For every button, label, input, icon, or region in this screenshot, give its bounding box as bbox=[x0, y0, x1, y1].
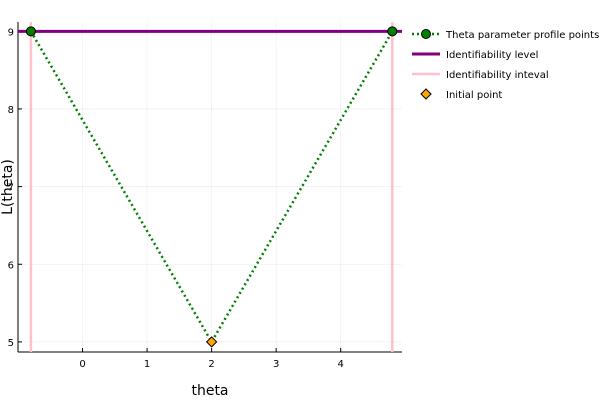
grid-layer bbox=[18, 22, 402, 352]
profile-point bbox=[387, 26, 398, 37]
legend-label: Identifiability inteval bbox=[446, 70, 549, 81]
legend-swatch-diamond bbox=[420, 88, 432, 100]
y-tick-label: 9 bbox=[8, 27, 14, 38]
series-layer bbox=[18, 22, 402, 352]
y-axis-label: L(theta) bbox=[0, 159, 16, 215]
y-tick-label: 7 bbox=[8, 183, 14, 194]
x-tick-label: 0 bbox=[79, 359, 85, 370]
labels-layer: 0 1 2 3 4 5 6 7 8 9 theta L(theta) bbox=[0, 27, 344, 399]
legend-label: Identifiability level bbox=[446, 50, 538, 61]
x-tick-label: 1 bbox=[144, 359, 150, 370]
x-tick-label: 2 bbox=[208, 359, 214, 370]
initial-point-marker bbox=[205, 336, 218, 348]
legend-label: Initial point bbox=[446, 90, 502, 101]
legend-label: Theta parameter profile points bbox=[445, 30, 599, 41]
legend-item: Identifiability inteval bbox=[412, 70, 549, 81]
legend-swatch-marker bbox=[421, 29, 431, 39]
legend-item: Theta parameter profile points bbox=[412, 29, 599, 41]
y-tick-label: 6 bbox=[8, 260, 14, 271]
x-axis-label: theta bbox=[191, 383, 228, 399]
legend-item: Identifiability level bbox=[412, 50, 538, 61]
y-tick-label: 5 bbox=[8, 338, 14, 349]
x-tick-label: 3 bbox=[273, 359, 279, 370]
legend-item: Initial point bbox=[420, 88, 502, 101]
axes-layer bbox=[17, 22, 402, 353]
x-tick-label: 4 bbox=[338, 359, 344, 370]
y-tick-label: 8 bbox=[8, 105, 14, 116]
legend-layer: Theta parameter profile points Identifiab… bbox=[412, 29, 599, 101]
profile-point bbox=[25, 26, 36, 37]
